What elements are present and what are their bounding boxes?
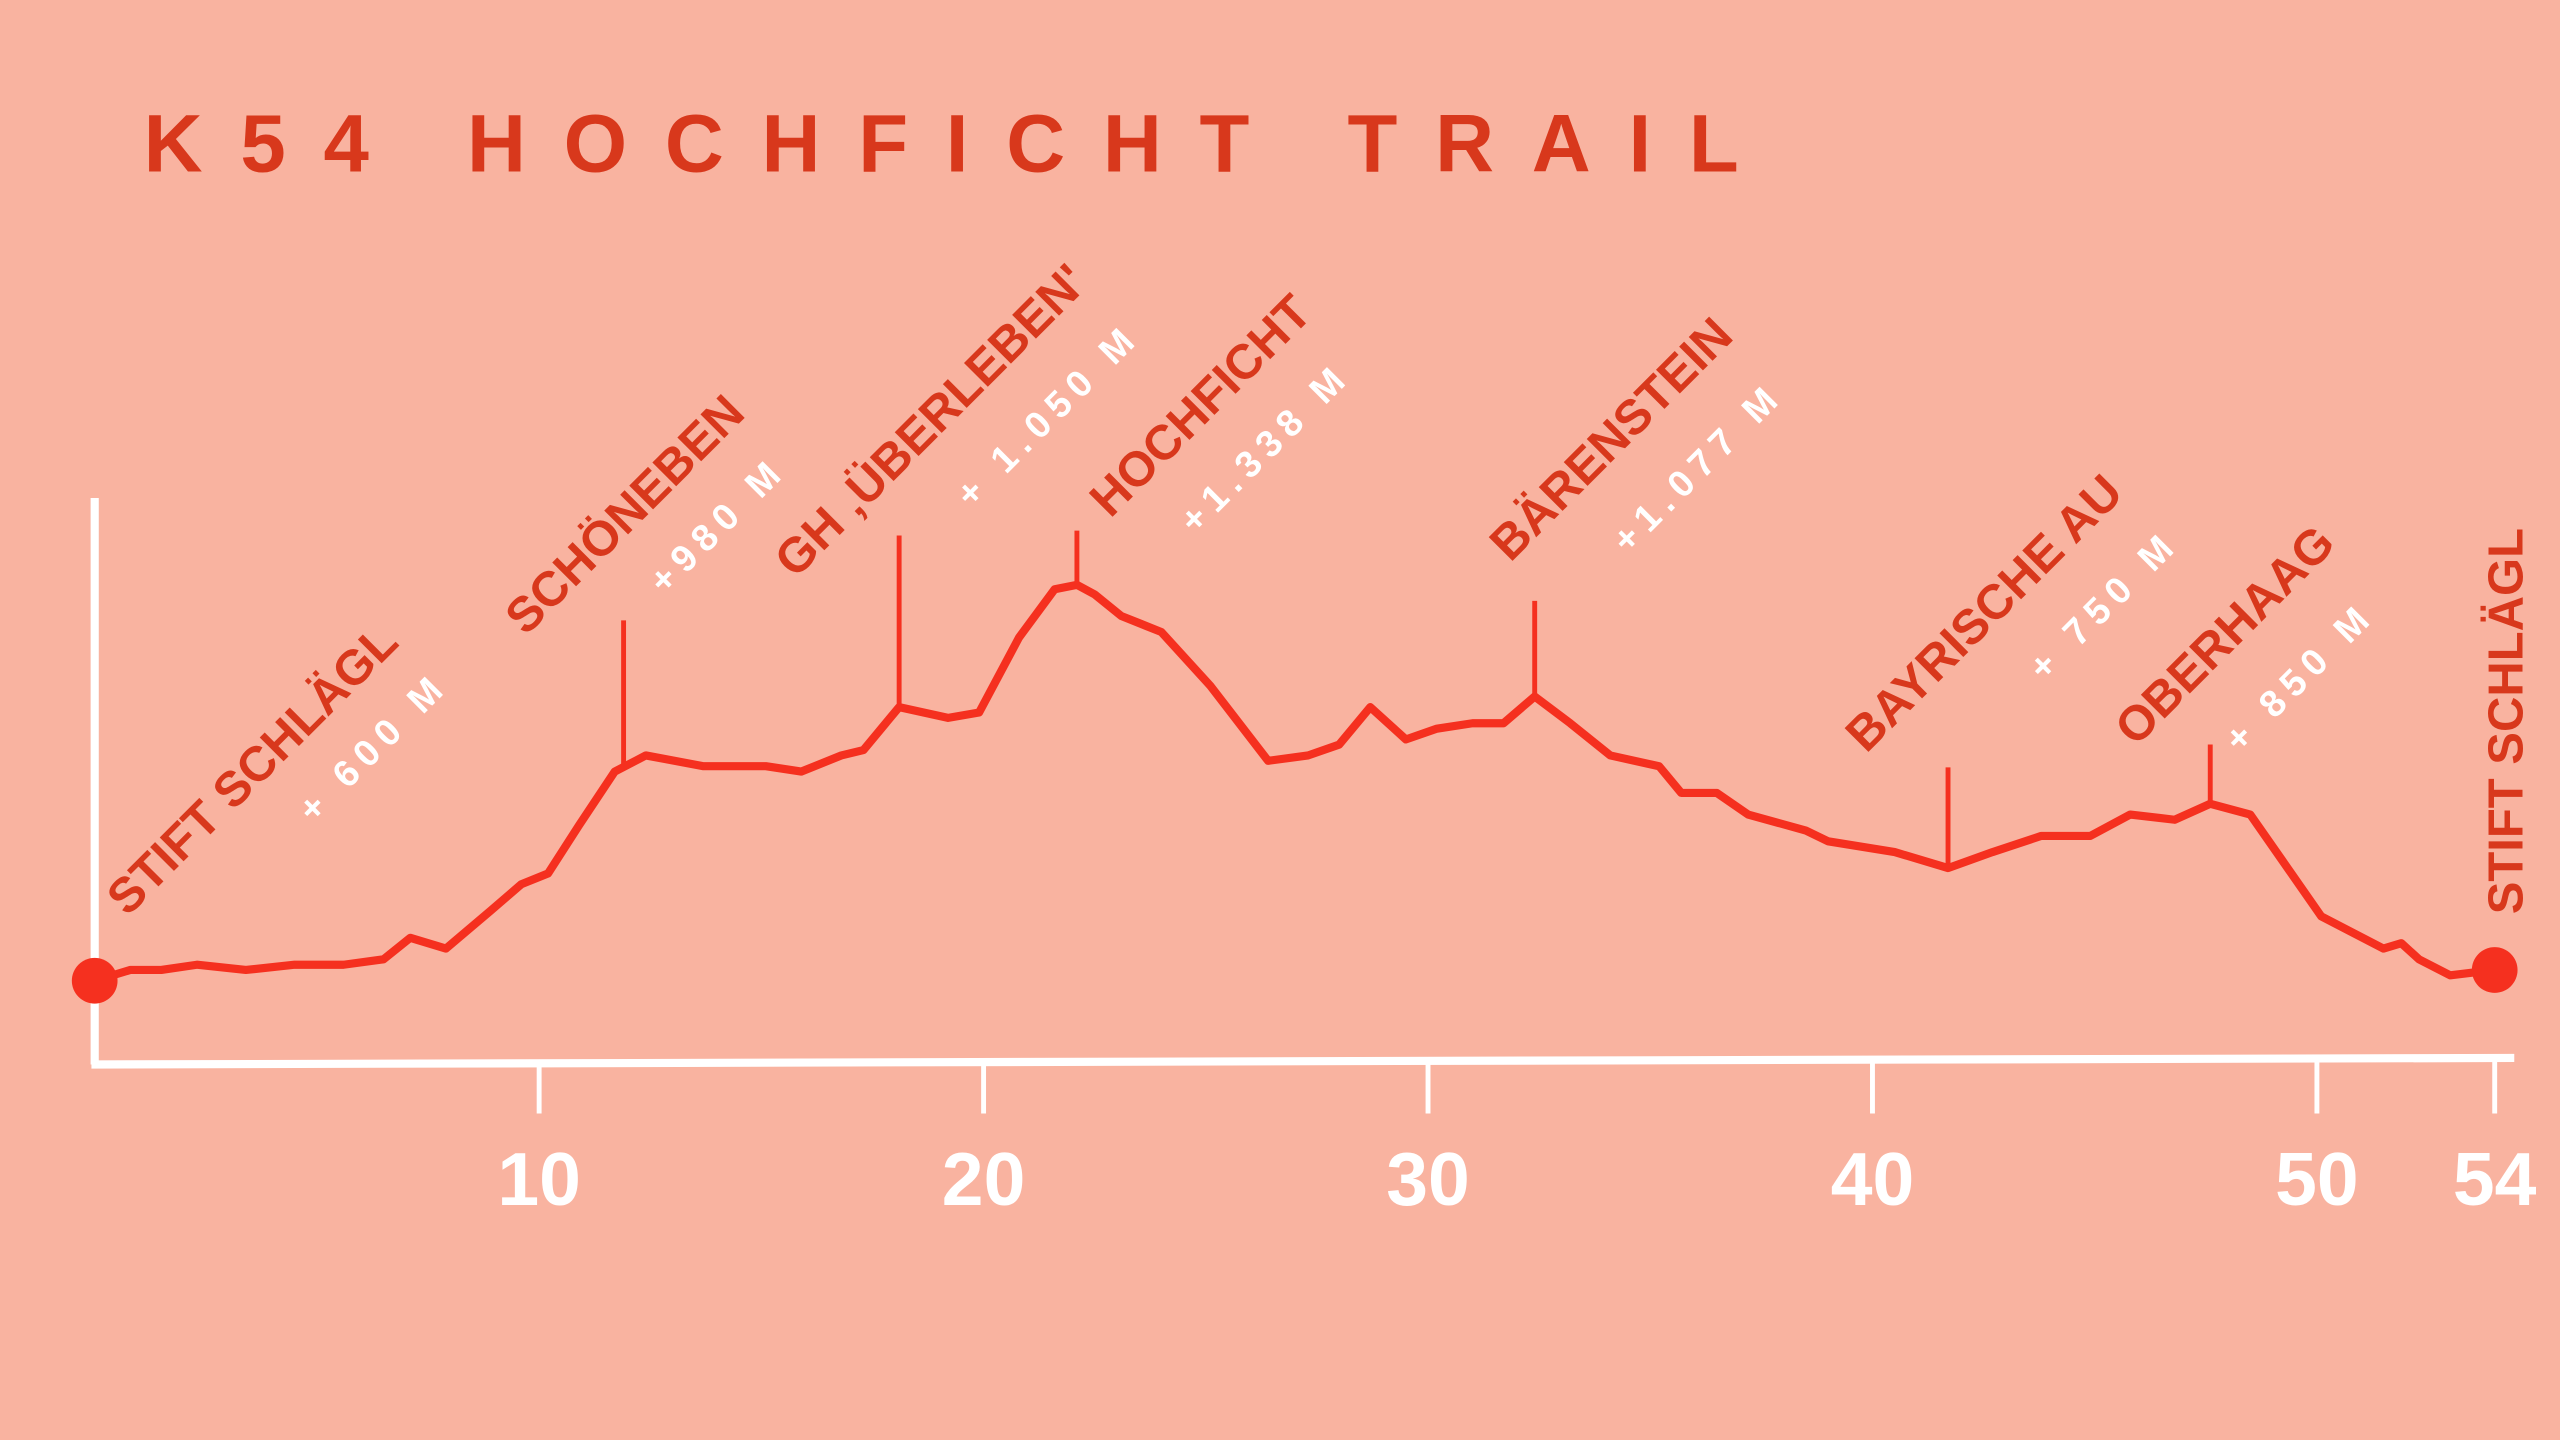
waypoint-label: STIFT SCHLÄGL <box>2479 528 2533 914</box>
x-axis <box>91 1053 2515 1069</box>
endpoint-dot <box>71 957 118 1004</box>
x-tick-label: 40 <box>1831 1137 1915 1221</box>
endpoint-dot <box>2471 947 2518 993</box>
x-tick-label: 50 <box>2275 1137 2359 1221</box>
x-tick-label: 10 <box>497 1137 581 1221</box>
elevation-line <box>90 580 2499 985</box>
x-tick-label: 20 <box>942 1137 1026 1221</box>
x-tick-label: 54 <box>2453 1137 2537 1221</box>
x-tick-label: 30 <box>1386 1137 1470 1221</box>
